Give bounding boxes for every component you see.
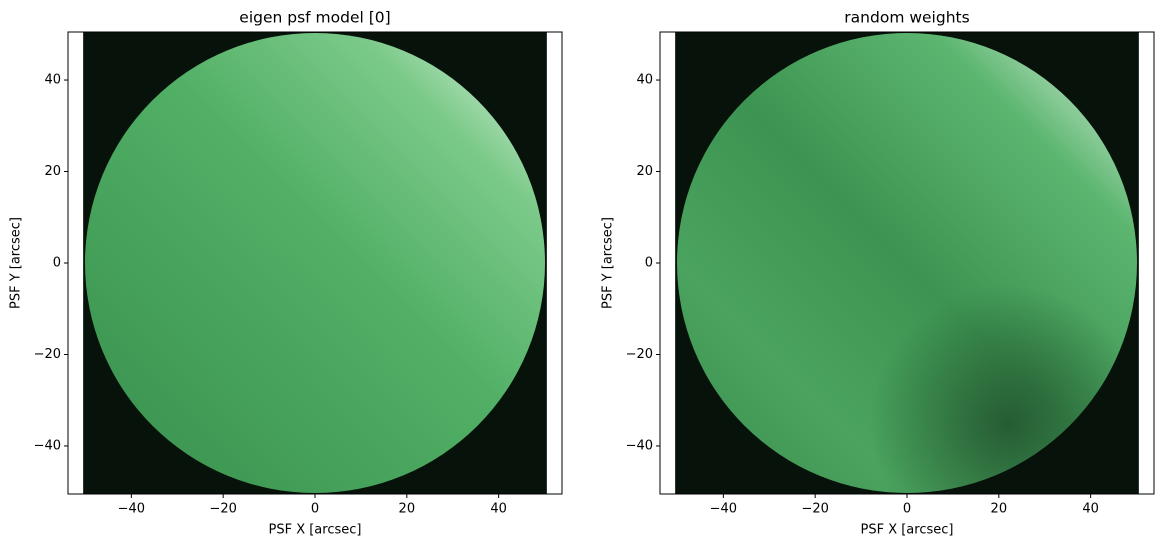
y-tick-label: 20	[44, 164, 61, 179]
chart-title: eigen psf model [0]	[239, 9, 390, 27]
chart-title: random weights	[844, 9, 969, 27]
x-tick-label: −40	[710, 502, 737, 517]
x-tick-label: −20	[801, 502, 828, 517]
x-tick-label: −40	[118, 502, 145, 517]
y-tick-label: 0	[53, 256, 61, 271]
psf-disk-shade	[677, 33, 1137, 493]
psf-disk	[85, 33, 545, 493]
y-tick-label: 20	[636, 164, 653, 179]
y-tick-label: −20	[626, 347, 653, 362]
y-tick-label: −40	[34, 438, 61, 453]
y-axis-label: PSF Y [arcsec]	[601, 217, 616, 309]
x-tick-label: 20	[399, 502, 416, 517]
x-axis-label: PSF X [arcsec]	[269, 523, 362, 538]
x-tick-label: 20	[991, 502, 1008, 517]
y-tick-label: 0	[645, 256, 653, 271]
x-tick-label: 0	[311, 502, 319, 517]
x-tick-label: 0	[903, 502, 911, 517]
y-axis-label: PSF Y [arcsec]	[9, 217, 24, 309]
y-tick-label: 40	[636, 73, 653, 88]
y-tick-label: −40	[626, 438, 653, 453]
x-tick-label: 40	[1082, 502, 1099, 517]
x-axis-label: PSF X [arcsec]	[861, 523, 954, 538]
x-tick-label: 40	[490, 502, 507, 517]
x-tick-label: −20	[209, 502, 236, 517]
y-tick-label: 40	[44, 73, 61, 88]
y-tick-label: −20	[34, 347, 61, 362]
